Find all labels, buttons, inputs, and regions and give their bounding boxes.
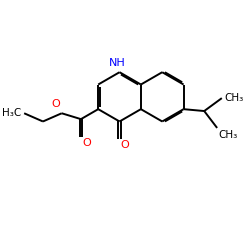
Text: CH₃: CH₃ bbox=[224, 93, 244, 103]
Text: NH: NH bbox=[109, 58, 126, 68]
Text: O: O bbox=[121, 140, 130, 150]
Text: O: O bbox=[51, 99, 60, 109]
Text: H₃C: H₃C bbox=[2, 108, 21, 118]
Text: CH₃: CH₃ bbox=[218, 130, 238, 140]
Text: O: O bbox=[82, 138, 91, 148]
